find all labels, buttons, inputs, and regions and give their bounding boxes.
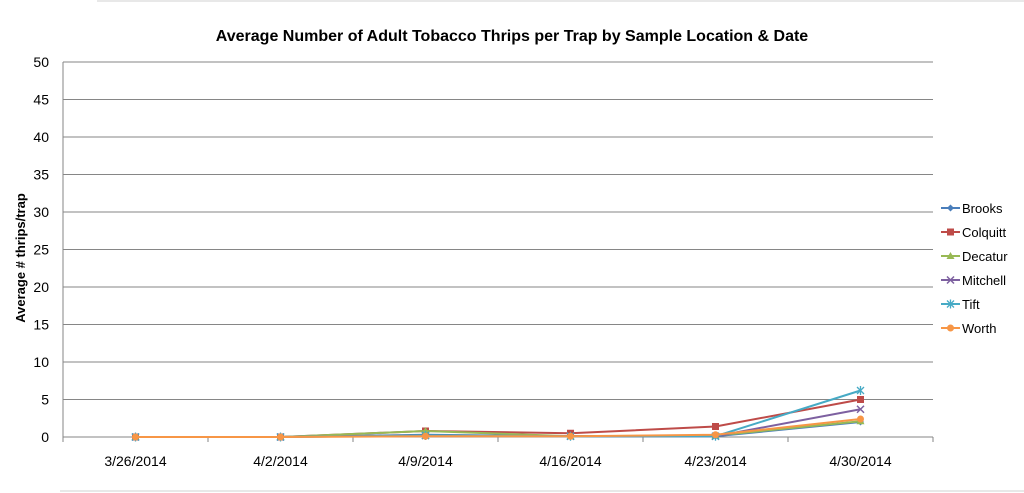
chart-title: Average Number of Adult Tobacco Thrips p… (216, 28, 809, 45)
data-point (567, 432, 574, 440)
data-point (712, 423, 719, 430)
y-tick-label: 45 (33, 92, 49, 108)
legend-marker (946, 252, 955, 259)
data-point (421, 427, 430, 434)
series-worth (132, 415, 864, 441)
legend-label: Decatur (962, 249, 1008, 264)
legend-item-mitchell: Mitchell (941, 273, 1006, 288)
data-point (712, 431, 719, 439)
gridlines (63, 61, 933, 400)
legend-marker (946, 275, 955, 285)
data-point (857, 415, 864, 423)
legend-item-worth: Worth (941, 321, 996, 336)
data-point (856, 386, 865, 395)
legend-item-colquitt: Colquitt (941, 225, 1006, 240)
legend-label: Worth (962, 321, 996, 336)
y-axis-label: Average # thrips/trap (13, 193, 28, 323)
y-tick-label: 15 (33, 317, 49, 333)
series (131, 386, 865, 442)
series-line (135, 418, 861, 438)
legend-label: Tift (962, 297, 980, 312)
legend-item-brooks: Brooks (941, 201, 1003, 216)
legend-label: Colquitt (962, 225, 1006, 240)
legend-label: Mitchell (962, 273, 1006, 288)
legend: Brooks Colquitt Decatur Mitchell Tift Worth (941, 201, 1008, 336)
y-tick-label: 0 (41, 429, 49, 445)
y-tick-labels: 0 5 10 15 20 25 30 35 40 45 50 (33, 54, 49, 445)
x-tick-labels: 3/26/2014 4/2/2014 4/9/2014 4/16/2014 4/23/2… (104, 453, 891, 469)
y-tick-label: 25 (33, 242, 49, 258)
legend-label: Brooks (962, 201, 1003, 216)
legend-marker (947, 204, 954, 212)
legend-item-tift: Tift (941, 297, 980, 312)
data-point (856, 405, 865, 414)
y-tick-label: 20 (33, 279, 49, 295)
y-tick-label: 10 (33, 354, 49, 370)
x-tick-label: 4/30/2014 (829, 453, 891, 469)
data-point (132, 433, 139, 441)
x-tick-label: 4/2/2014 (253, 453, 308, 469)
y-tick-label: 50 (33, 54, 49, 70)
y-tick-label: 35 (33, 167, 49, 183)
x-tick-label: 3/26/2014 (104, 453, 166, 469)
legend-marker (946, 299, 955, 309)
y-tick-label: 40 (33, 129, 49, 145)
data-point (422, 432, 429, 440)
legend-item-decatur: Decatur (941, 249, 1008, 264)
legend-marker (947, 228, 954, 236)
x-tick-label: 4/16/2014 (539, 453, 601, 469)
y-tick-label: 30 (33, 204, 49, 220)
legend-marker (947, 324, 954, 332)
data-point (857, 396, 864, 403)
y-tick-label: 5 (41, 392, 49, 408)
data-point (277, 433, 284, 441)
x-tick-label: 4/9/2014 (398, 453, 453, 469)
x-tick-label: 4/23/2014 (684, 453, 746, 469)
